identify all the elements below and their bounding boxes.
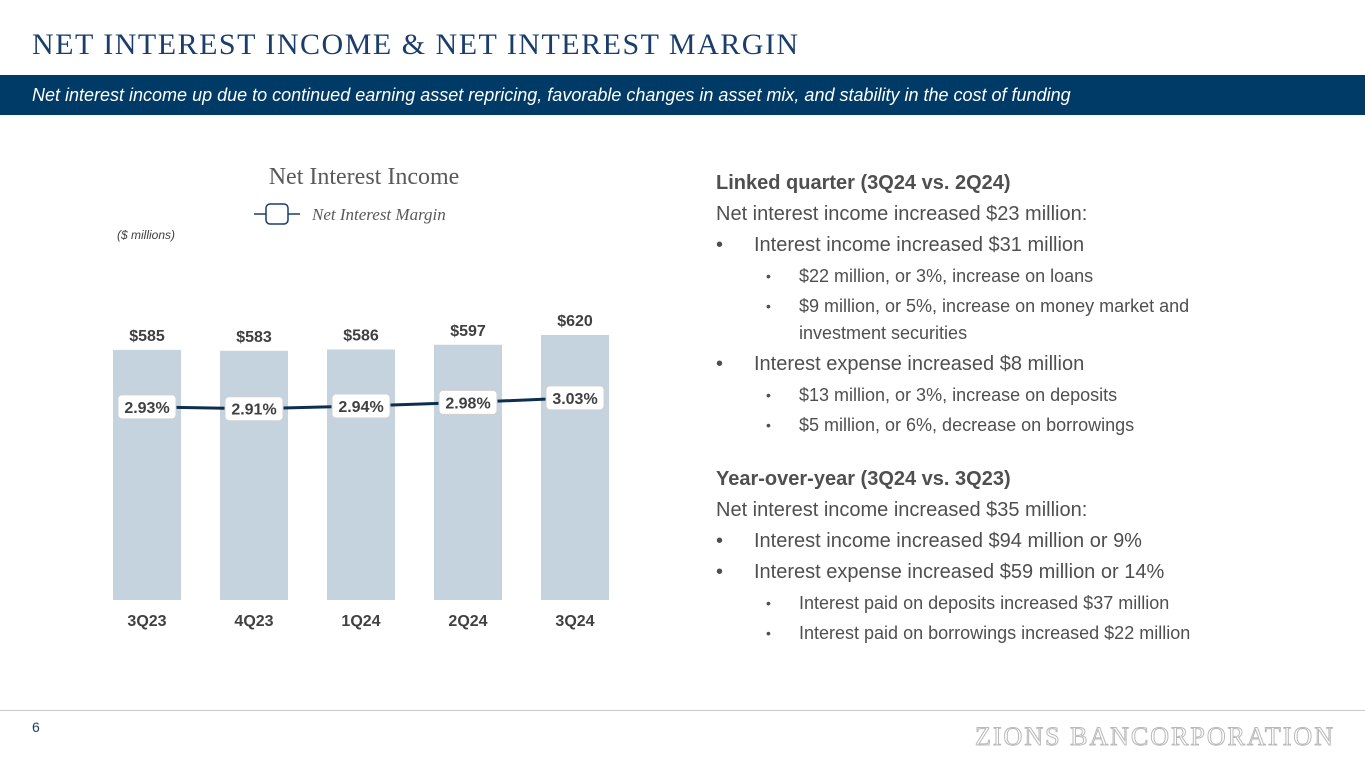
list-item: • Interest paid on deposits increased $3… bbox=[716, 588, 1336, 618]
bar-1Q24 bbox=[327, 349, 395, 600]
list-item: • $13 million, or 3%, increase on deposi… bbox=[716, 380, 1336, 410]
list-item: • Interest expense increased $59 million… bbox=[716, 557, 1336, 588]
list-item-text: $22 million, or 3%, increase on loans bbox=[799, 266, 1094, 286]
linked-quarter-heading: Linked quarter (3Q24 vs. 2Q24) bbox=[716, 172, 1011, 194]
bullet-icon: • bbox=[766, 387, 771, 403]
bullet-icon: • bbox=[716, 353, 724, 375]
bar-2Q24 bbox=[434, 344, 502, 600]
margin-value-label: 2.91% bbox=[231, 402, 276, 419]
bar-value-label: $620 bbox=[557, 313, 593, 330]
company-logo: ZIONS BANCORPORATION bbox=[975, 722, 1335, 752]
legend-marker bbox=[265, 203, 289, 225]
list-item: • Interest income increased $31 million bbox=[716, 230, 1336, 261]
page-number: 6 bbox=[32, 719, 40, 735]
margin-point-box bbox=[117, 394, 177, 420]
margin-value-label: 3.03% bbox=[552, 391, 597, 408]
list-item-text: $13 million, or 3%, increase on deposits bbox=[799, 385, 1118, 405]
bar-value-label: $585 bbox=[129, 328, 165, 345]
legend-margin-label: Net Interest Margin bbox=[311, 205, 446, 224]
margin-value-label: 2.94% bbox=[338, 399, 383, 416]
list-item-text: Interest expense increased $8 million bbox=[754, 353, 1085, 375]
list-item-text: Interest income increased $31 million bbox=[754, 234, 1085, 256]
list-item-text: Interest paid on deposits increased $37 … bbox=[799, 593, 1170, 613]
yoy-heading: Year-over-year (3Q24 vs. 3Q23) bbox=[716, 468, 1011, 490]
chart-title: Net Interest Income bbox=[269, 164, 460, 190]
bar-value-label: $583 bbox=[236, 329, 272, 346]
bullet-icon: • bbox=[766, 298, 771, 314]
margin-value-label: 2.93% bbox=[124, 400, 169, 417]
bullet-icon: • bbox=[716, 561, 724, 583]
list-item-text: Interest income increased $94 million or… bbox=[754, 530, 1142, 552]
list-item: • Interest income increased $94 million … bbox=[716, 526, 1336, 557]
bullet-icon: • bbox=[766, 595, 771, 611]
bullet-icon: • bbox=[716, 234, 724, 256]
margin-value-label: 2.98% bbox=[445, 395, 490, 412]
list-item-continuation: investment securities bbox=[799, 323, 968, 343]
x-tick-label: 3Q23 bbox=[127, 613, 166, 630]
list-item: • $5 million, or 6%, decrease on borrowi… bbox=[716, 410, 1336, 440]
page-title: NET INTEREST INCOME & NET INTEREST MARGI… bbox=[32, 28, 800, 61]
bar-3Q23 bbox=[113, 349, 181, 600]
legend-margin: Net Interest Margin bbox=[254, 203, 446, 225]
subtitle-text: Net interest income up due to continued … bbox=[32, 85, 1071, 105]
bullet-icon: • bbox=[766, 625, 771, 641]
unit-note: ($ millions) bbox=[117, 228, 175, 242]
margin-point-box bbox=[331, 393, 391, 419]
list-item-text: Interest expense increased $59 million o… bbox=[754, 561, 1165, 583]
net-interest-chart: Net Interest Income Net Interest Margin … bbox=[113, 164, 609, 630]
x-tick-label: 3Q24 bbox=[555, 613, 594, 630]
yoy-intro: Net interest income increased $35 millio… bbox=[716, 499, 1088, 521]
list-item-text: $9 million, or 5%, increase on money mar… bbox=[799, 296, 1190, 316]
list-item: • Interest paid on borrowings increased … bbox=[716, 618, 1336, 648]
linked-quarter-intro: Net interest income increased $23 millio… bbox=[716, 203, 1088, 225]
bar-value-label: $597 bbox=[450, 323, 486, 340]
bullet-icon: • bbox=[766, 268, 771, 284]
list-item: • $22 million, or 3%, increase on loans bbox=[716, 261, 1336, 291]
bar-3Q24 bbox=[541, 334, 609, 600]
footer-divider bbox=[0, 710, 1365, 711]
bar-value-label: $586 bbox=[343, 327, 379, 344]
list-item-text: Interest paid on borrowings increased $2… bbox=[799, 623, 1191, 643]
x-tick-label: 4Q23 bbox=[234, 613, 273, 630]
bullet-icon: • bbox=[716, 530, 724, 552]
list-item-text: $5 million, or 6%, decrease on borrowing… bbox=[799, 415, 1135, 435]
list-item: • $9 million, or 5%, increase on money m… bbox=[716, 291, 1336, 321]
bar-4Q23 bbox=[220, 350, 288, 600]
x-tick-label: 2Q24 bbox=[448, 613, 487, 630]
subtitle-banner: Net interest income up due to continued … bbox=[0, 75, 1365, 115]
commentary: Linked quarter (3Q24 vs. 2Q24) Net inter… bbox=[716, 168, 1336, 648]
list-item: • Interest expense increased $8 million bbox=[716, 349, 1336, 380]
bullet-icon: • bbox=[766, 417, 771, 433]
margin-point-box bbox=[224, 396, 284, 422]
x-tick-label: 1Q24 bbox=[341, 613, 380, 630]
margin-point-box bbox=[545, 385, 605, 411]
margin-point-box bbox=[438, 389, 498, 415]
